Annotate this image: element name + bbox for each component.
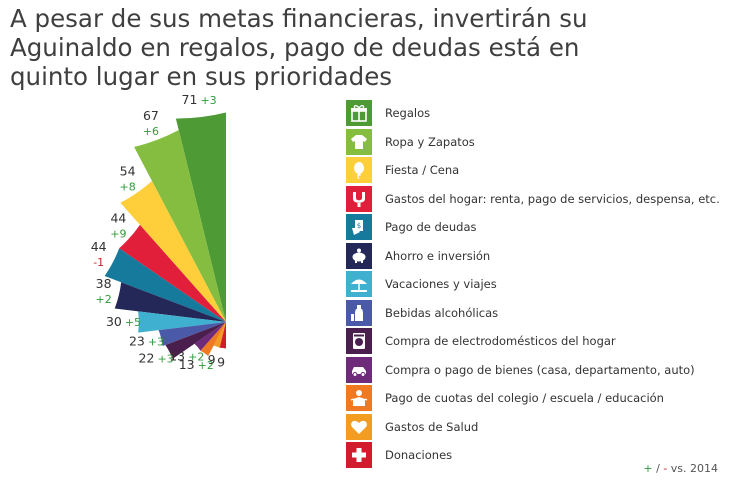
washing-machine-icon <box>346 328 372 354</box>
change-label-ahorro-e-inversion: +2 <box>95 293 111 306</box>
piggy-bank-icon <box>346 242 372 269</box>
value-label-donaciones: 9 <box>217 354 225 369</box>
wedge-compra-de-electrodomesticos-del-hogar <box>165 322 226 359</box>
wedge-donaciones <box>219 322 226 349</box>
change-label-ropa-y-zapatos: +6 <box>143 125 159 138</box>
label-group-fiesta-cena: 54+8 <box>119 163 135 193</box>
value-label-bebidas-alcoholicas: 23 +3 <box>129 334 164 349</box>
value-label-gastos-del-hogar-renta-pago-de-servicios: 44 <box>110 211 126 226</box>
label-group-pago-de-deudas: 44-1 <box>91 239 107 269</box>
wedge-compra-o-pago-de-bienes-casa-departament <box>194 322 226 351</box>
label-group-bebidas-alcoholicas: 23 +3 <box>129 334 164 349</box>
balloon-icon <box>346 157 372 183</box>
gift-icon <box>346 100 372 126</box>
bottle-icon <box>346 299 372 326</box>
legend-label: Bebidas alcohólicas <box>385 305 499 320</box>
legend-label: Gastos del hogar: renta, pago de servici… <box>385 191 720 206</box>
wedge-pago-de-cuotas-del-colegio-escuela-educa <box>200 322 226 356</box>
tshirt-icon <box>346 128 372 155</box>
label-group-donaciones: 9 <box>217 354 225 369</box>
comparison-footnote: + / - vs. 2014 <box>643 462 718 475</box>
car-icon <box>346 356 372 383</box>
legend-label: Donaciones <box>385 448 453 462</box>
change-label-pago-de-cuotas-del-colegio-escuela-educa: +2 <box>198 359 214 372</box>
value-label-vacaciones-y-viajes: 30 +5 <box>106 314 141 329</box>
label-group-ahorro-e-inversion: 38+2 <box>95 276 111 306</box>
chart-title: A pesar de sus metas financieras, invert… <box>10 4 588 91</box>
change-label-pago-de-deudas: -1 <box>93 256 104 269</box>
debt-icon: $ <box>346 214 372 240</box>
value-label-pago-de-deudas: 44 <box>91 239 107 254</box>
beach-umbrella-icon <box>346 271 372 297</box>
change-label-regalos: +3 <box>200 94 216 107</box>
legend-label: Regalos <box>385 106 431 120</box>
wedge-vacaciones-y-viajes <box>138 311 226 333</box>
change-label-bebidas-alcoholicas: +3 <box>148 336 164 349</box>
legend-label: Fiesta / Cena <box>385 163 460 177</box>
value-label-ahorro-e-inversion: 38 <box>96 276 112 291</box>
wedge-ahorro-e-inversion <box>114 282 226 322</box>
legend-label: Compra o pago de bienes (casa, departame… <box>385 362 695 377</box>
wedge-gastos-del-hogar-renta-pago-de-servicios <box>119 224 226 322</box>
polar-bar-chart: 71 +367+654+844+944-138+230 +523 +322 +313 +2… <box>91 92 226 372</box>
change-label-gastos-del-hogar-renta-pago-de-servicios: +9 <box>110 228 126 241</box>
legend-label: Pago de cuotas del colegio / escuela / e… <box>385 391 664 405</box>
school-icon <box>346 385 372 411</box>
legend-label: Vacaciones y viajes <box>385 277 497 291</box>
wedge-fiesta-cena <box>120 180 226 322</box>
home-expenses-icon <box>346 185 372 212</box>
change-label-fiesta-cena: +8 <box>119 180 135 193</box>
svg-text:$: $ <box>357 222 361 230</box>
footnote-text: vs. 2014 <box>667 462 718 475</box>
label-group-vacaciones-y-viajes: 30 +5 <box>106 314 141 329</box>
cross-icon <box>346 442 372 468</box>
wedge-gastos-de-salud <box>213 322 226 348</box>
value-label-ropa-y-zapatos: 67 <box>143 108 159 123</box>
value-label-regalos: 71 +3 <box>182 92 217 107</box>
legend-label: Pago de deudas <box>385 220 477 234</box>
wedge-pago-de-deudas <box>104 248 226 322</box>
legend-label: Ahorro e inversión <box>385 248 491 263</box>
label-group-regalos: 71 +3 <box>182 92 217 107</box>
label-group-gastos-de-salud: 9 <box>208 352 216 367</box>
change-label-vacaciones-y-viajes: +5 <box>125 316 141 329</box>
value-label-fiesta-cena: 54 <box>120 163 136 178</box>
wedge-bebidas-alcoholicas <box>158 322 226 347</box>
legend-label: Compra de electrodomésticos del hogar <box>385 334 616 348</box>
wedge-regalos <box>175 112 226 322</box>
footnote-minus: - <box>663 462 668 475</box>
wedge-ropa-y-zapatos <box>134 130 226 322</box>
label-group-gastos-del-hogar-renta-pago-de-servicios: 44+9 <box>110 211 126 241</box>
heart-icon <box>346 413 372 440</box>
label-group-ropa-y-zapatos: 67+6 <box>143 108 159 138</box>
legend-label: Gastos de Salud <box>385 419 479 434</box>
footnote-plus: + <box>643 462 653 475</box>
change-label-compra-de-electrodomesticos-del-hogar: +3 <box>157 353 173 366</box>
value-label-gastos-de-salud: 9 <box>208 352 216 367</box>
footnote-separator: / <box>652 462 664 475</box>
legend-label: Ropa y Zapatos <box>385 134 475 149</box>
change-label-compra-o-pago-de-bienes-casa-departament: +2 <box>188 351 204 364</box>
